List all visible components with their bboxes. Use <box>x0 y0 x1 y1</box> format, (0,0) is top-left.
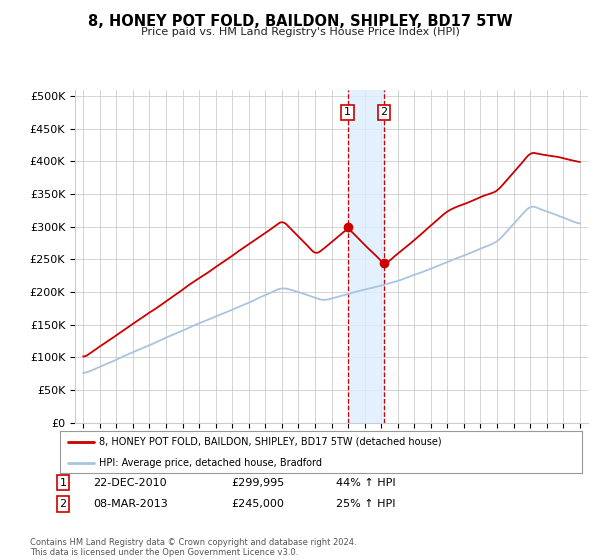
Bar <box>347 90 384 423</box>
Text: 8, HONEY POT FOLD, BAILDON, SHIPLEY, BD17 5TW (detached house): 8, HONEY POT FOLD, BAILDON, SHIPLEY, BD1… <box>99 437 442 447</box>
Text: 44% ↑ HPI: 44% ↑ HPI <box>336 478 395 488</box>
Text: Contains HM Land Registry data © Crown copyright and database right 2024.
This d: Contains HM Land Registry data © Crown c… <box>30 538 356 557</box>
Text: 08-MAR-2013: 08-MAR-2013 <box>93 499 168 509</box>
Text: 1: 1 <box>59 478 67 488</box>
Text: £299,995: £299,995 <box>231 478 284 488</box>
Text: HPI: Average price, detached house, Bradford: HPI: Average price, detached house, Brad… <box>99 458 322 468</box>
Text: £245,000: £245,000 <box>231 499 284 509</box>
Text: 2: 2 <box>59 499 67 509</box>
Text: 2: 2 <box>380 108 388 118</box>
Text: 25% ↑ HPI: 25% ↑ HPI <box>336 499 395 509</box>
Text: Price paid vs. HM Land Registry's House Price Index (HPI): Price paid vs. HM Land Registry's House … <box>140 27 460 37</box>
Text: 8, HONEY POT FOLD, BAILDON, SHIPLEY, BD17 5TW: 8, HONEY POT FOLD, BAILDON, SHIPLEY, BD1… <box>88 14 512 29</box>
Text: 22-DEC-2010: 22-DEC-2010 <box>93 478 167 488</box>
Text: 1: 1 <box>344 108 351 118</box>
